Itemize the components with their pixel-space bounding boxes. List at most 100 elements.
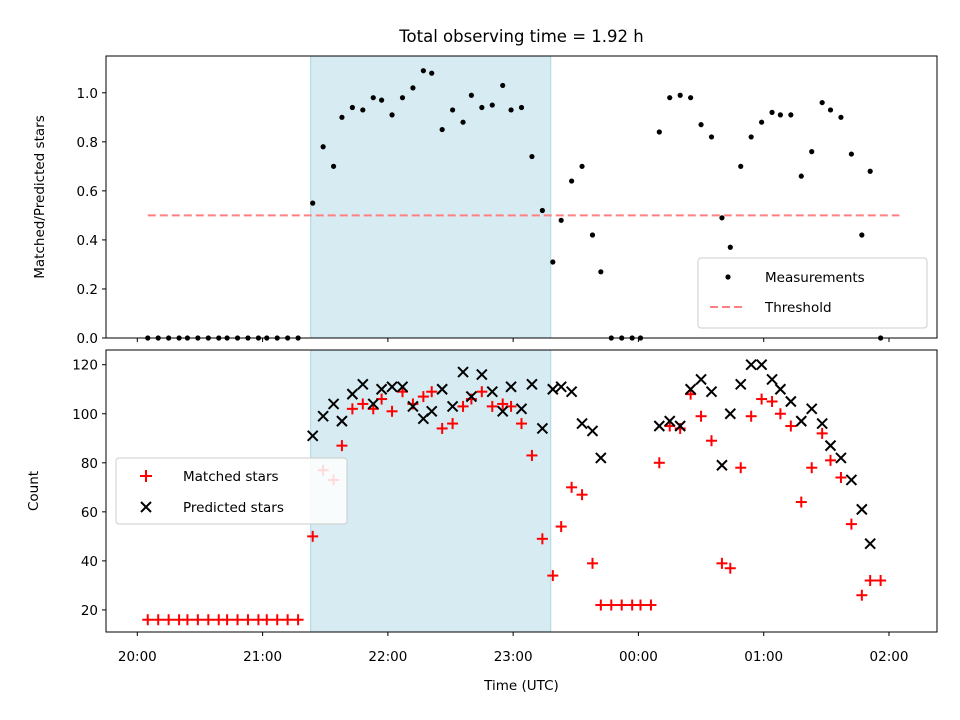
- measurement-point: [558, 217, 564, 223]
- matched-star-point: [635, 599, 647, 611]
- x-tick-label: 21:00: [243, 649, 282, 665]
- measurement-point: [310, 200, 316, 206]
- matched-star-point: [795, 496, 807, 508]
- matched-star-point: [516, 418, 527, 430]
- matched-star-point: [192, 614, 204, 626]
- predicted-star-point: [375, 383, 388, 395]
- panel-ratio-frame: [105, 55, 938, 339]
- matched-star-point: [774, 408, 786, 420]
- x-tick-label: 20:00: [118, 649, 157, 665]
- measurement-point: [550, 259, 556, 265]
- measurement-point: [429, 70, 435, 76]
- predicted-star-point: [497, 405, 509, 418]
- y-tick-label: 60: [81, 505, 98, 521]
- y-tick-label: 20: [81, 603, 98, 619]
- measurement-point: [379, 97, 385, 103]
- measurement-point: [667, 95, 673, 101]
- predicted-star-point: [653, 420, 666, 432]
- measurement-point: [569, 178, 575, 184]
- panel-counts-xlabel: Time (UTC): [483, 678, 559, 694]
- legend-matched-label: Matched stars: [183, 469, 279, 485]
- measurement-point: [339, 114, 345, 120]
- y-tick-label: 0.2: [77, 282, 98, 298]
- matched-star-point: [605, 599, 617, 611]
- predicted-star-point: [436, 383, 448, 395]
- predicted-star-point: [674, 420, 686, 432]
- y-tick-label: 120: [72, 358, 98, 374]
- measurement-point: [349, 104, 355, 111]
- x-tick-label: 01:00: [744, 649, 783, 665]
- measurement-point: [769, 109, 775, 115]
- measurement-point: [738, 163, 744, 169]
- matched-star-point: [307, 530, 319, 542]
- measurement-point: [827, 107, 834, 113]
- predicted-star-point: [465, 390, 478, 403]
- predicted-star-point: [595, 452, 607, 464]
- predicted-star-point: [407, 400, 419, 413]
- predicted-star-point: [785, 395, 797, 408]
- measurement-point: [759, 119, 765, 125]
- predicted-star-point: [457, 366, 469, 378]
- measurement-point: [788, 112, 794, 118]
- measurement-point: [708, 134, 715, 140]
- matched-star-point: [457, 400, 469, 412]
- measurement-point: [449, 107, 456, 113]
- y-tick-label: 0.8: [77, 135, 98, 151]
- matched-star-point: [271, 614, 283, 626]
- matched-star-point: [716, 557, 728, 569]
- panel-counts-frame: [105, 349, 938, 633]
- x-tick-label: 02:00: [870, 649, 909, 665]
- predicted-star-point: [306, 430, 319, 442]
- predicted-star-point: [845, 474, 858, 486]
- measurement-point: [410, 85, 416, 91]
- matched-star-point: [756, 393, 768, 405]
- matched-star-point: [476, 386, 488, 398]
- legend-measurements-marker: [725, 274, 731, 280]
- predicted-star-point: [735, 378, 747, 391]
- x-tick-label: 23:00: [494, 649, 533, 665]
- predicted-star-point: [526, 378, 538, 391]
- matched-star-point: [595, 599, 607, 611]
- matched-star-point: [785, 420, 797, 432]
- measurement-point: [777, 112, 784, 118]
- measurement-point: [518, 104, 525, 111]
- matched-star-point: [426, 386, 438, 398]
- matched-star-point: [835, 472, 847, 484]
- matched-star-point: [856, 589, 868, 601]
- y-tick-label: 100: [72, 407, 98, 423]
- predicted-star-point: [724, 408, 737, 420]
- matched-star-point: [292, 614, 304, 626]
- matched-star-point: [555, 521, 567, 533]
- predicted-star-point: [806, 403, 818, 415]
- measurement-point: [688, 95, 694, 101]
- measurement-point: [819, 99, 825, 106]
- measurement-point: [677, 92, 683, 98]
- measurement-point: [489, 102, 495, 108]
- matched-star-point: [386, 405, 398, 417]
- predicted-star-point: [684, 383, 697, 395]
- measurement-point: [389, 112, 395, 118]
- predicted-star-point: [774, 383, 787, 395]
- legend-matched-marker: [140, 470, 152, 482]
- matched-star-point: [242, 614, 254, 626]
- predicted-star-point: [446, 400, 459, 413]
- matched-star-point: [586, 557, 598, 569]
- predicted-star-point: [586, 425, 599, 437]
- matched-star-point: [357, 398, 369, 410]
- panel-ratio: 0.0 0.2 0.4 0.6 0.8 1.0 Matched/Predicted sta…: [32, 55, 938, 347]
- x-tick-label: 22:00: [368, 649, 407, 665]
- predicted-star-point: [716, 459, 728, 471]
- measurement-point: [330, 163, 337, 169]
- matched-star-point: [526, 449, 538, 461]
- y-tick-label: 0.6: [77, 184, 98, 200]
- predicted-star-point: [565, 385, 578, 398]
- matched-star-point: [261, 614, 273, 626]
- panel-counts: 20 40 60 80 100 120 20:00 21:00 22:00 23:00 00:00 0…: [26, 349, 938, 694]
- measurement-point: [320, 144, 326, 150]
- predicted-star-point: [367, 398, 379, 410]
- measurement-point: [809, 149, 815, 155]
- panel-counts-ylabel: Count: [26, 471, 42, 511]
- legend-ratio: Measurements Threshold: [697, 257, 928, 329]
- measurement-point: [508, 107, 514, 113]
